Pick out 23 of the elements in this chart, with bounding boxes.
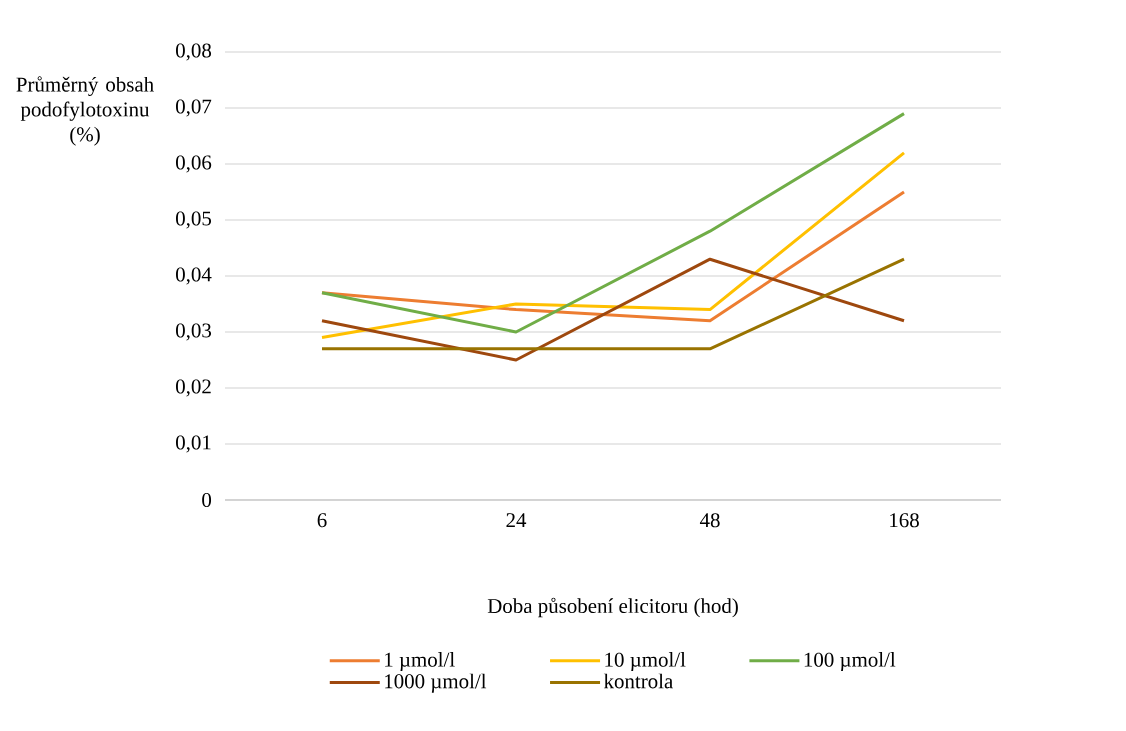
x-axis-title: Doba působení elicitoru (hod)	[487, 597, 738, 618]
legend-label: 10 µmol/l	[605, 652, 686, 671]
legend-label: 1000 µmol/l	[385, 673, 487, 693]
line-series	[320, 151, 906, 340]
y-tick-label: 0,05	[176, 211, 212, 229]
line-series	[320, 112, 906, 334]
y-tick-label: 0,06	[176, 155, 212, 173]
line-series	[320, 190, 906, 323]
y-tick-label: 0	[202, 492, 212, 508]
y-tick-label: 0,02	[176, 379, 211, 397]
y-tick-label: 0,08	[176, 43, 212, 61]
x-tick-label: 168	[890, 513, 919, 528]
y-axis-title: Průměrný obsah podofylotoxinu (%)	[16, 76, 154, 146]
x-tick-label: 6	[317, 513, 327, 528]
y-tick-label: 0,07	[176, 99, 212, 117]
y-tick-label: 0,01	[176, 435, 211, 453]
legend-label: kontrola	[603, 673, 673, 689]
legend-label: 100 µmol/l	[804, 652, 896, 671]
y-tick-label: 0,04	[176, 267, 212, 285]
y-tick-label: 0,03	[176, 323, 212, 341]
legend-label: 1 µmol/l	[385, 652, 455, 671]
x-tick-label: 48	[699, 513, 720, 528]
x-tick-label: 24	[506, 513, 527, 528]
